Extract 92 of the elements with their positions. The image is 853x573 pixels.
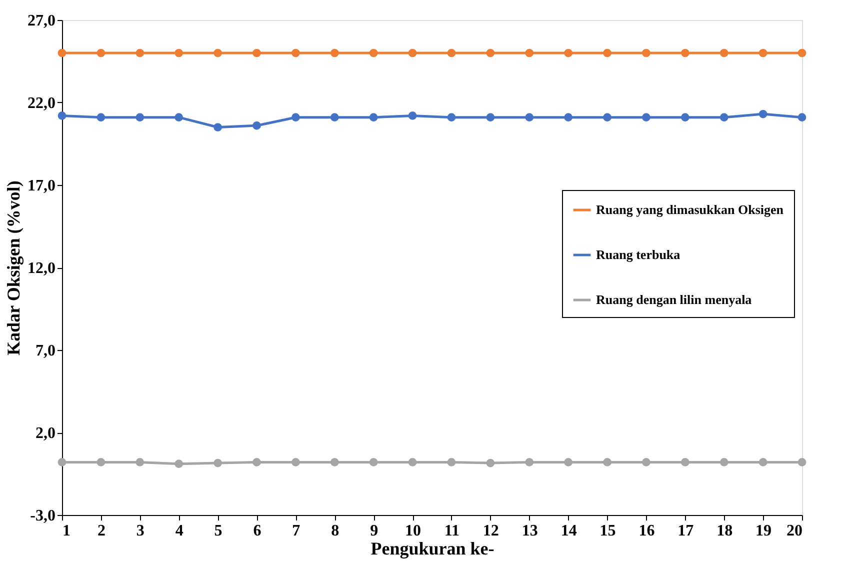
point xyxy=(720,48,728,58)
x-tick-label: 18 xyxy=(716,522,733,540)
point xyxy=(330,48,339,58)
point xyxy=(292,113,300,122)
point xyxy=(58,112,66,120)
point xyxy=(96,113,106,122)
point xyxy=(564,113,572,122)
point xyxy=(174,113,184,122)
point xyxy=(680,48,690,58)
point xyxy=(96,48,106,58)
point xyxy=(214,48,222,58)
point xyxy=(330,113,339,122)
point xyxy=(96,458,106,466)
point xyxy=(525,458,534,466)
x-tick-label: 20 xyxy=(786,522,802,540)
point xyxy=(136,113,144,122)
legend-label: Ruang terbuka xyxy=(596,247,681,262)
point xyxy=(680,458,690,466)
point xyxy=(525,113,534,122)
point xyxy=(642,48,650,58)
point xyxy=(408,48,417,58)
point xyxy=(642,113,650,122)
point xyxy=(486,48,495,58)
point xyxy=(758,110,768,118)
point xyxy=(720,113,728,122)
point xyxy=(292,48,300,58)
point xyxy=(136,48,144,58)
point xyxy=(330,458,339,466)
y-tick-label: 27,0 xyxy=(28,12,56,30)
point xyxy=(369,458,378,466)
y-tick-label: 12,0 xyxy=(28,260,56,277)
point xyxy=(564,458,572,466)
y-tick-label: 22,0 xyxy=(28,95,56,112)
x-tick-label: 2 xyxy=(97,522,106,540)
point xyxy=(214,458,222,468)
x-tick-label: 8 xyxy=(331,522,340,540)
point xyxy=(447,113,456,122)
point xyxy=(798,458,806,466)
point xyxy=(214,123,222,132)
x-tick-label: 7 xyxy=(292,522,300,540)
point xyxy=(174,460,184,468)
x-tick-label: 19 xyxy=(756,522,772,540)
point xyxy=(642,458,650,466)
x-tick-label: 12 xyxy=(482,522,499,540)
x-tick-label: 3 xyxy=(136,522,144,540)
point xyxy=(369,48,378,58)
point xyxy=(58,48,66,58)
x-tick-label: 10 xyxy=(405,522,422,540)
point xyxy=(58,458,66,466)
point xyxy=(292,458,300,466)
point xyxy=(720,458,728,466)
point xyxy=(758,48,768,58)
x-tick-label: 1 xyxy=(62,522,70,540)
point xyxy=(486,458,495,468)
y-tick-label: 17,0 xyxy=(28,178,56,194)
x-tick-label: 17 xyxy=(678,522,694,540)
point xyxy=(798,113,806,122)
point xyxy=(603,48,612,58)
x-tick-label: 4 xyxy=(175,522,184,540)
x-axis-title: Pengukuran ke- xyxy=(370,538,494,558)
point xyxy=(408,112,417,120)
point xyxy=(252,121,261,130)
point xyxy=(525,48,534,58)
y-axis-title: Kadar Oksigen (%vol) xyxy=(4,180,24,356)
x-tick-label: 13 xyxy=(522,522,538,540)
y-tick-label: -3,0 xyxy=(30,508,56,524)
x-tick-label: 5 xyxy=(214,522,222,540)
point xyxy=(252,48,261,58)
y-tick-label: 2,0 xyxy=(36,425,56,442)
point xyxy=(136,458,144,466)
x-tick-label: 16 xyxy=(638,522,655,540)
x-tick-label: 6 xyxy=(253,522,262,540)
x-tick-label: 9 xyxy=(370,522,378,540)
x-tick-label: 11 xyxy=(444,522,460,540)
point xyxy=(174,48,184,58)
y-tick-label: 7,0 xyxy=(36,342,56,360)
legend-label: Ruang dengan lilin menyala xyxy=(596,292,752,307)
point xyxy=(408,458,417,466)
x-tick-label: 14 xyxy=(560,522,577,540)
point xyxy=(252,458,261,466)
point xyxy=(486,113,495,122)
point xyxy=(447,458,456,466)
point xyxy=(603,458,612,466)
point xyxy=(798,48,806,58)
point xyxy=(680,113,690,122)
point xyxy=(758,458,768,466)
point xyxy=(447,48,456,58)
legend-label: Ruang yang dimasukkan Oksigen xyxy=(596,202,784,217)
point xyxy=(603,113,612,122)
point xyxy=(369,113,378,122)
point xyxy=(564,48,572,58)
x-tick-label: 15 xyxy=(600,522,616,540)
